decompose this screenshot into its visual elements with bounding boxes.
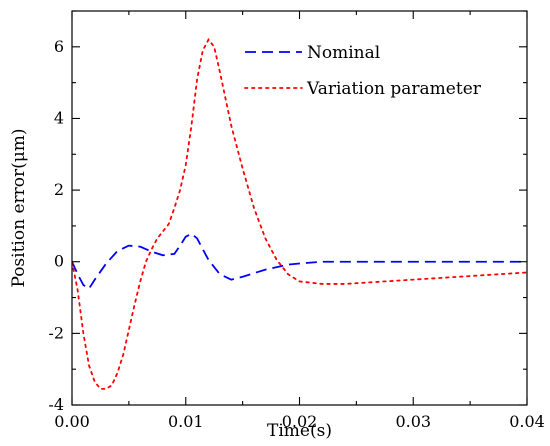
- y-tick-label: 2: [54, 180, 64, 199]
- x-tick-label: 0.02: [282, 412, 318, 431]
- y-tick-label: 6: [54, 37, 64, 56]
- legend-label-0: Nominal: [307, 43, 380, 63]
- x-tick-label: 0.04: [509, 412, 545, 431]
- y-tick-label: -4: [48, 395, 64, 414]
- legend-label-1: Variation parameter: [306, 79, 482, 99]
- y-tick-label: 4: [54, 108, 64, 127]
- x-axis-title: Time(s): [267, 421, 332, 441]
- x-tick-label: 0.00: [54, 412, 90, 431]
- x-tick-label: 0.03: [395, 412, 431, 431]
- series-line-0: [72, 232, 527, 290]
- y-axis-title: Position error(μm): [9, 128, 29, 287]
- y-tick-label: -2: [48, 323, 64, 342]
- x-tick-label: 0.01: [168, 412, 204, 431]
- plot-frame: [71, 10, 528, 406]
- y-tick-label: 0: [54, 252, 64, 271]
- series-line-1: [72, 38, 527, 390]
